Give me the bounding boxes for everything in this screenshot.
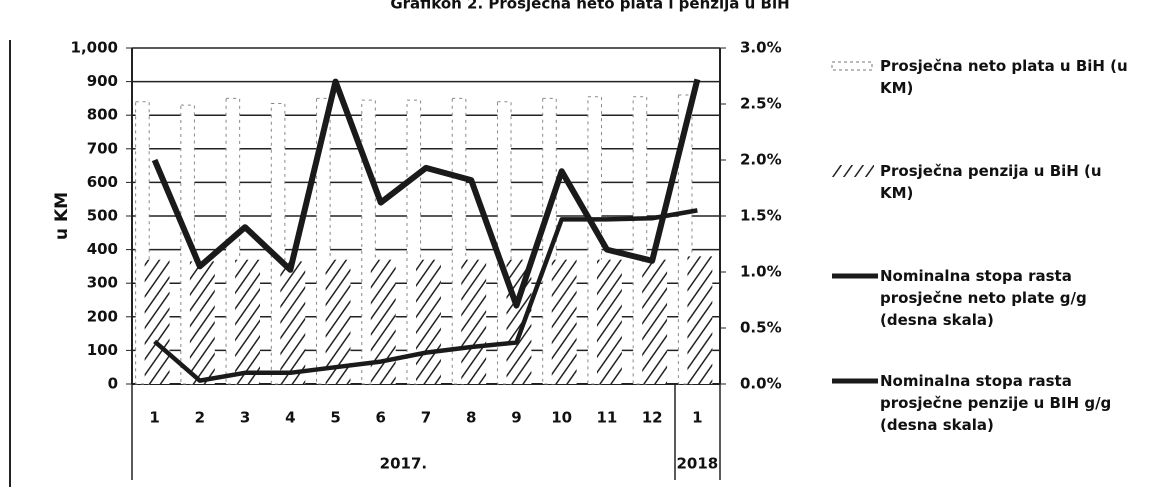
legend-label: Prosječna penzija u BiH (u KM) (880, 162, 1102, 202)
x-tick-label: 4 (285, 409, 295, 427)
y-tick-label: 600 (87, 173, 118, 191)
x-tick-label: 2 (195, 409, 205, 427)
y-tick-label: 300 (87, 274, 118, 292)
bar (144, 259, 170, 384)
x-tick-label: 8 (466, 409, 476, 427)
bar (189, 261, 215, 384)
x-tick-label: 11 (596, 409, 617, 427)
group-label: 2017. (380, 455, 427, 473)
legend-label: Nominalna stopa rasta prosječne penzije … (880, 372, 1112, 434)
x-tick-label: 1 (149, 409, 159, 427)
y2-tick-label: 3.0% (740, 39, 782, 57)
y-tick-label: 400 (87, 240, 118, 258)
y-tick-label: 500 (87, 207, 118, 225)
bar (325, 259, 351, 384)
bar (596, 259, 622, 384)
bar (370, 259, 396, 384)
y2-tick-label: 2.0% (740, 151, 782, 169)
bar (461, 259, 487, 384)
y2-tick-label: 0.0% (740, 375, 782, 393)
group-label: 2018 (677, 455, 719, 473)
x-tick-label: 5 (330, 409, 340, 427)
line (153, 208, 698, 383)
x-tick-label: 1 (692, 409, 702, 427)
y2-tick-label: 1.0% (740, 263, 782, 281)
y2-tick-label: 0.5% (740, 319, 782, 337)
bar (551, 259, 577, 384)
bar (416, 259, 441, 384)
y-tick-label: 100 (87, 341, 118, 359)
y-tick-label: 200 (87, 307, 118, 325)
y-tick-label: 800 (87, 106, 118, 124)
x-tick-label: 7 (421, 409, 431, 427)
y-tick-label: 0 (108, 375, 118, 393)
legend-label: Prosječna neto plata u BiH (u KM) (880, 57, 1128, 97)
y-tick-label: 1,000 (71, 39, 118, 57)
x-tick-label: 12 (642, 409, 663, 427)
legend-swatch (832, 165, 874, 177)
y-tick-label: 700 (87, 139, 118, 157)
line (151, 78, 701, 309)
chart-title: Grafikon 2. Prosječna neto plata i penzi… (390, 0, 789, 13)
bar (280, 261, 306, 384)
bar (235, 259, 261, 384)
legend-swatch (831, 61, 873, 71)
bar (687, 256, 713, 384)
x-tick-label: 10 (551, 409, 572, 427)
legend-label: Nominalna stopa rasta prosječne neto pla… (880, 267, 1087, 329)
x-tick-label: 9 (511, 409, 521, 427)
y2-tick-label: 2.5% (740, 95, 782, 113)
x-tick-label: 3 (240, 409, 250, 427)
y-axis-label: u KM (52, 192, 72, 240)
y-tick-label: 900 (87, 72, 118, 90)
x-tick-label: 6 (376, 409, 386, 427)
bar (642, 259, 668, 384)
y2-tick-label: 1.5% (740, 207, 782, 225)
